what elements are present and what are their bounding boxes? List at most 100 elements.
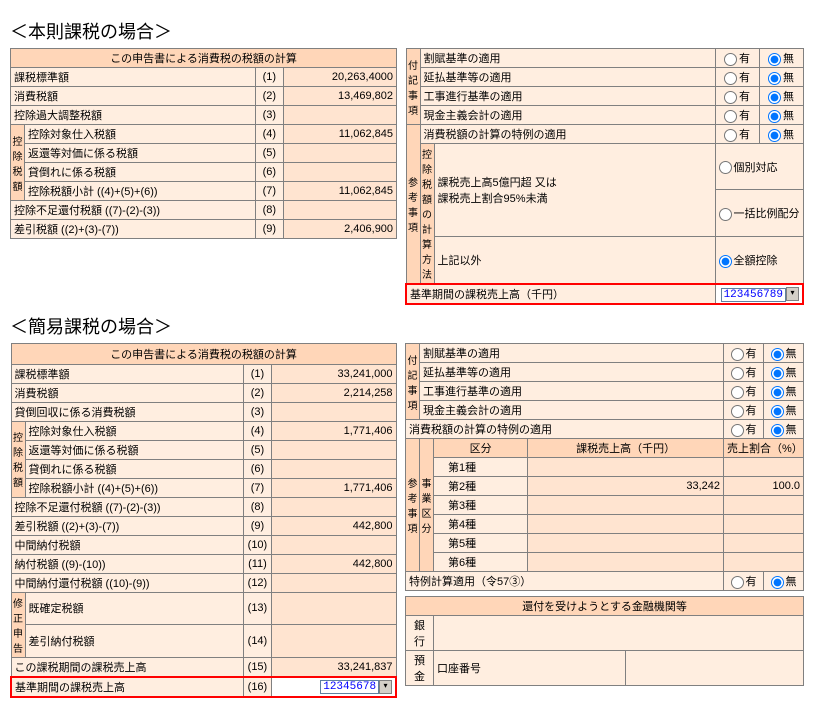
s2-right-table: 付記事項割賦基準の適用有無延払基準等の適用有無工事進行基準の適用有無現金主義会計… [405, 343, 804, 686]
row-idx: (9) [255, 220, 283, 239]
radio-mu[interactable]: 無 [764, 420, 804, 439]
kojo-opt2[interactable]: 一括比例配分 [715, 190, 803, 236]
s1-left-table: この申告書による消費税の税額の計算 課税標準額(1)20,263,4000消費税… [10, 48, 397, 239]
biz-kubun: 第5種 [434, 534, 528, 553]
section2-title: ＜簡易課税の場合＞ [10, 313, 804, 339]
radio-mu[interactable]: 無 [764, 344, 804, 363]
row-idx: (15) [243, 657, 271, 677]
radio-mu[interactable]: 無 [759, 49, 803, 68]
row-val [271, 535, 396, 554]
biz-uriage: 33,242 [528, 477, 724, 496]
radio-mu[interactable]: 無 [759, 106, 803, 125]
row-label: 消費税額 [11, 87, 256, 106]
row-idx: (8) [255, 201, 283, 220]
row-idx: (4) [243, 421, 271, 440]
refund-kouza-val[interactable] [626, 651, 804, 686]
row-label: 貸倒れに係る税額 [25, 163, 256, 182]
radio-yu[interactable]: 有 [724, 344, 764, 363]
radio-yu[interactable]: 有 [715, 106, 759, 125]
fuki-row-label: 割賦基準の適用 [420, 344, 724, 363]
row-label: 中間納付税額 [11, 535, 243, 554]
refund-yokin-label: 預金 [406, 651, 434, 686]
radio-mu[interactable]: 無 [764, 382, 804, 401]
kojo-opt3[interactable]: 全額控除 [715, 236, 803, 284]
row-label: 差引税額 ((2)+(3)-(7)) [11, 516, 243, 535]
radio-mu[interactable]: 無 [764, 572, 804, 591]
row-idx: (1) [255, 68, 283, 87]
row-label: 差引納付税額 [25, 625, 243, 658]
radio-yu[interactable]: 有 [724, 382, 764, 401]
row-label: 控除税額小計 ((4)+(5)+(6)) [25, 182, 256, 201]
biz-kubun: 第4種 [434, 515, 528, 534]
radio-mu[interactable]: 無 [759, 87, 803, 106]
radio-yu[interactable]: 有 [715, 87, 759, 106]
row-val: 1,771,406 [271, 421, 396, 440]
biz-h-uriage: 課税売上高（千円） [528, 439, 724, 458]
radio-yu[interactable]: 有 [724, 401, 764, 420]
biz-uriage [528, 496, 724, 515]
section1-title: ＜本則課税の場合＞ [10, 18, 804, 44]
kijun-input[interactable]: 12345678 [320, 680, 379, 694]
row-label: 差引税額 ((2)+(3)-(7)) [11, 220, 256, 239]
row-idx: (5) [255, 144, 283, 163]
fuki-label: 付記事項 [406, 49, 420, 125]
row-val: 1,771,406 [271, 478, 396, 497]
tokurei-label: 特例計算適用（令57③） [406, 572, 724, 591]
row-val [283, 163, 396, 182]
refund-kouza-label: 口座番号 [434, 651, 626, 686]
biz-uriage [528, 534, 724, 553]
row-label: 貸倒れに係る税額 [25, 459, 243, 478]
kijun-input[interactable]: 123456789 [721, 288, 786, 302]
radio-yu[interactable]: 有 [724, 572, 764, 591]
refund-bank-val[interactable] [434, 616, 804, 651]
biz-wariai [724, 496, 804, 515]
biz-uriage [528, 515, 724, 534]
dropdown-icon[interactable]: ▾ [786, 287, 799, 301]
shusei-label: 修正申告 [11, 592, 25, 657]
biz-col-label: 事業区分 [420, 439, 434, 572]
kojo-cond1: 課税売上高5億円超 又は課税売上割合95%未満 [434, 144, 715, 237]
row-idx: (16) [243, 677, 271, 697]
radio-mu[interactable]: 無 [764, 401, 804, 420]
fuki-row-label: 延払基準等の適用 [420, 363, 724, 382]
biz-wariai [724, 553, 804, 572]
row-idx: (9) [243, 516, 271, 535]
radio-yu[interactable]: 有 [724, 363, 764, 382]
kojo-header: 控除税額の計算方法 [420, 144, 434, 285]
biz-kubun: 第3種 [434, 496, 528, 515]
radio-yu[interactable]: 有 [715, 49, 759, 68]
row-idx: (6) [243, 459, 271, 478]
row-val [283, 201, 396, 220]
row-val: 12345678▾ [271, 677, 396, 697]
sanko-label: 参考事項 [406, 125, 420, 285]
row-idx: (13) [243, 592, 271, 625]
biz-h-kubun: 区分 [434, 439, 528, 458]
radio-yu[interactable]: 有 [715, 68, 759, 87]
radio-mu[interactable]: 無 [764, 363, 804, 382]
row-idx: (7) [243, 478, 271, 497]
row-val: 2,214,258 [271, 383, 396, 402]
row-label: この課税期間の課税売上高 [11, 657, 243, 677]
row-label: 控除過大調整税額 [11, 106, 256, 125]
fuki-row-label: 割賦基準の適用 [420, 49, 715, 68]
dropdown-icon[interactable]: ▾ [379, 680, 392, 694]
group-label: 控除税額 [11, 125, 25, 201]
row-label: 控除対象仕入税額 [25, 125, 256, 144]
row-val [271, 573, 396, 592]
biz-kubun: 第6種 [434, 553, 528, 572]
row-idx: (2) [243, 383, 271, 402]
radio-yu[interactable]: 有 [724, 420, 764, 439]
row-label: 中間納付還付税額 ((10)-(9)) [11, 573, 243, 592]
row-label: 課税標準額 [11, 364, 243, 383]
kojo-opt1[interactable]: 個別対応 [715, 144, 803, 190]
s1-right-table: 付記事項割賦基準の適用有無延払基準等の適用有無工事進行基準の適用有無現金主義会計… [405, 48, 804, 305]
row-val: 2,406,900 [283, 220, 396, 239]
sanko-label: 参考事項 [406, 439, 420, 572]
row-idx: (2) [255, 87, 283, 106]
radio-mu[interactable]: 無 [759, 68, 803, 87]
radio-mu[interactable]: 無 [759, 125, 803, 144]
row-val [271, 592, 396, 625]
row-idx: (11) [243, 554, 271, 573]
biz-kubun: 第2種 [434, 477, 528, 496]
radio-yu[interactable]: 有 [715, 125, 759, 144]
